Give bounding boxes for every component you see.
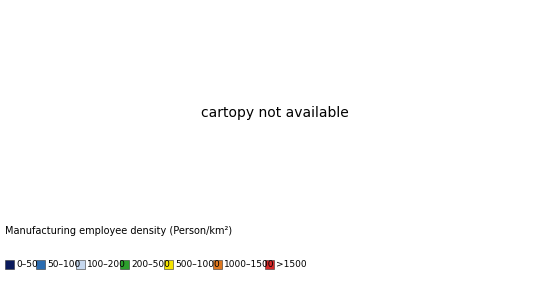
Bar	[36, 260, 45, 269]
Bar	[5, 260, 14, 269]
Text: Manufacturing employee density (Person/km²): Manufacturing employee density (Person/k…	[5, 226, 232, 236]
Text: 1000–1500: 1000–1500	[224, 260, 274, 269]
Text: cartopy not available: cartopy not available	[201, 106, 349, 120]
Text: 100–200: 100–200	[87, 260, 126, 269]
Text: 500–1000: 500–1000	[175, 260, 220, 269]
Text: 200–500: 200–500	[131, 260, 170, 269]
Bar	[265, 260, 274, 269]
Bar	[164, 260, 173, 269]
Text: 50–100: 50–100	[47, 260, 80, 269]
Bar	[76, 260, 85, 269]
Bar	[213, 260, 222, 269]
Text: >1500: >1500	[276, 260, 307, 269]
Text: 0–50: 0–50	[16, 260, 38, 269]
Bar	[120, 260, 129, 269]
